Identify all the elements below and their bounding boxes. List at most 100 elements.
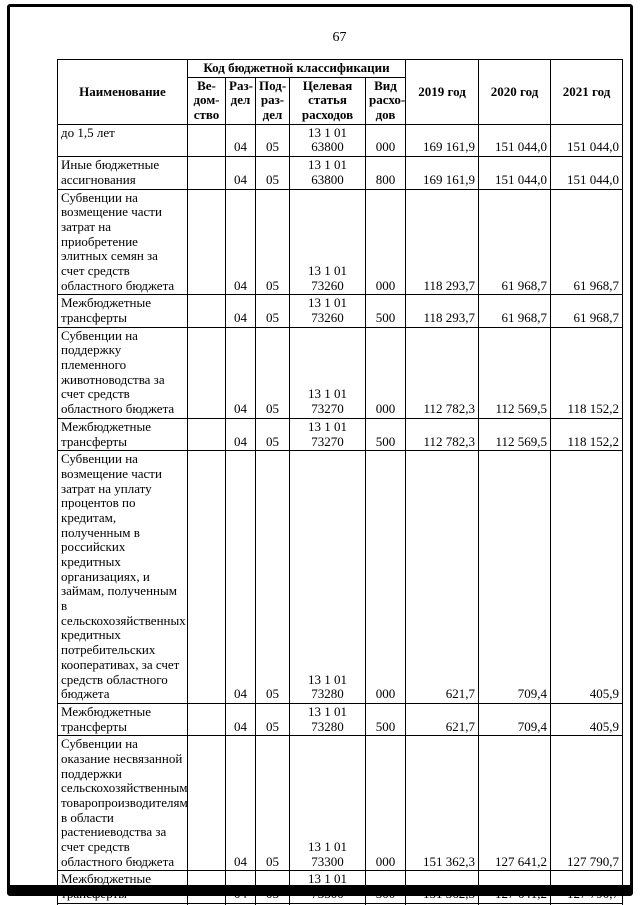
cell-razdel: 04 [225, 417, 256, 452]
col-header-vid-rashodov: Вид расхо- дов [365, 76, 406, 125]
budget-table-body: до 1,5 лет 04 05 13 1 01 63800 000 169 161,9 1… [57, 123, 623, 905]
cell-podrazdel: 05 [255, 294, 290, 328]
cell-amount-2019: 169 161,9 [405, 123, 479, 158]
cell-podrazdel: 05 [255, 735, 290, 872]
cell-target-article: 13 1 01 73280 [289, 450, 366, 704]
cell-amount-2020: 709,4 [478, 702, 551, 737]
cell-vid-rashodov: 000 [365, 188, 406, 296]
cell-amount-2021: 61 968,7 [550, 294, 623, 328]
cell-razdel: 04 [225, 294, 256, 328]
table-row: Иные бюджетные ассигнования 04 05 13 1 01 6… [57, 156, 623, 190]
cell-name: Межбюджетные трансферты [57, 702, 188, 737]
cell-podrazdel: 05 [255, 417, 290, 452]
cell-amount-2019: 118 293,7 [405, 294, 479, 328]
cell-amount-2020: 151 044,0 [478, 156, 551, 190]
cell-amount-2020: 61 968,7 [478, 188, 551, 296]
cell-amount-2021: 405,9 [550, 450, 623, 704]
cell-razdel: 04 [225, 735, 256, 872]
table-row: Субвенции на поддержку племенного животн… [57, 326, 623, 419]
cell-amount-2019: 169 161,9 [405, 156, 479, 190]
cell-name: Межбюджетные трансферты [57, 417, 188, 452]
cell-vid-rashodov: 500 [365, 870, 406, 904]
table-row: Межбюджетные трансферты 04 05 13 1 01 73260… [57, 294, 623, 328]
table-row: Субвенции на возмещение части затрат на … [57, 450, 623, 704]
cell-vid-rashodov: 000 [365, 735, 406, 872]
cell-amount-2019: 151 362,3 [405, 735, 479, 872]
col-header-code-group: Код бюджетной классификации [187, 59, 406, 78]
cell-vid-rashodov: 800 [365, 156, 406, 190]
cell-name: Иные бюджетные ассигнования [57, 156, 188, 190]
cell-vid-rashodov: 000 [365, 123, 406, 158]
cell-amount-2020: 61 968,7 [478, 294, 551, 328]
budget-table: Наименование Код бюджетной классификации… [57, 59, 623, 905]
cell-target-article: 13 1 01 73280 [289, 702, 366, 737]
cell-target-article: 13 1 01 73260 [289, 294, 366, 328]
cell-amount-2020: 112 569,5 [478, 417, 551, 452]
cell-amount-2021: 127 790,7 [550, 735, 623, 872]
cell-amount-2021: 118 152,2 [550, 326, 623, 419]
cell-name: Межбюджетные трансферты [57, 294, 188, 328]
cell-razdel: 04 [225, 326, 256, 419]
cell-razdel: 04 [225, 156, 256, 190]
cell-amount-2019: 118 293,7 [405, 188, 479, 296]
cell-podrazdel: 05 [255, 326, 290, 419]
page-content: 67 Наименование Код бюджетной классифика… [57, 30, 623, 905]
cell-amount-2020: 127 641,2 [478, 735, 551, 872]
cell-amount-2021 [550, 902, 623, 905]
cell-vid-rashodov: 500 [365, 417, 406, 452]
cell-vid-rashodov: 500 [365, 294, 406, 328]
table-row: Межбюджетные трансферты 04 05 13 1 01 73270… [57, 417, 623, 452]
cell-vedomstvo [187, 326, 226, 419]
cell-name: Межбюджетные трансферты [57, 870, 188, 904]
cell-vid-rashodov: 000 [365, 326, 406, 419]
cell-vedomstvo [187, 735, 226, 872]
col-header-year-2019: 2019 год [405, 59, 479, 125]
cell-razdel: 04 [225, 450, 256, 704]
table-row: Субвенции на оказание несвязанной поддер… [57, 735, 623, 872]
cell-amount-2019: 112 782,3 [405, 326, 479, 419]
page-number: 67 [332, 30, 347, 45]
cell-name: Субвенции на возмещение части затрат на … [57, 188, 188, 296]
table-header: Наименование Код бюджетной классификации… [57, 59, 623, 125]
cell-name: до 1,5 лет [57, 123, 188, 158]
cell-vedomstvo [187, 123, 226, 158]
cell-amount-2020: 709,4 [478, 450, 551, 704]
cell-vedomstvo [187, 188, 226, 296]
cell-amount-2021: 405,9 [550, 702, 623, 737]
cell-razdel: 04 [225, 188, 256, 296]
col-header-year-2020: 2020 год [478, 59, 551, 125]
cell-target-article: 13 1 01 63800 [289, 123, 366, 158]
cell-amount-2021: 118 152,2 [550, 417, 623, 452]
table-row: Оказание содействия достижению целевых п… [57, 902, 623, 905]
cell-target-article: 13 1 01 73260 [289, 188, 366, 296]
cell-razdel: 04 [225, 870, 256, 904]
cell-target-article: 13 1 01 73300 [289, 870, 366, 904]
cell-amount-2021: 127 790,7 [550, 870, 623, 904]
table-row: Межбюджетные трансферты 04 05 13 1 01 73300… [57, 870, 623, 904]
cell-target-article: 13 1 01 73300 [289, 735, 366, 872]
cell-vedomstvo [187, 702, 226, 737]
cell-podrazdel: 05 [255, 156, 290, 190]
cell-amount-2019: 112 782,3 [405, 417, 479, 452]
cell-vedomstvo [187, 417, 226, 452]
cell-vedomstvo [187, 450, 226, 704]
cell-amount-2021: 151 044,0 [550, 123, 623, 158]
cell-podrazdel: 05 [255, 702, 290, 737]
cell-podrazdel: 05 [255, 123, 290, 158]
col-header-name: Наименование [57, 59, 188, 125]
cell-vid-rashodov: 500 [365, 702, 406, 737]
cell-podrazdel: 05 [255, 870, 290, 904]
cell-name: Субвенции на оказание несвязанной поддер… [57, 735, 188, 872]
cell-target-article: 13 1 01 73270 [289, 417, 366, 452]
cell-target-article: 13 1 01 73270 [289, 326, 366, 419]
cell-amount-2021: 151 044,0 [550, 156, 623, 190]
cell-amount-2019: 621,7 [405, 450, 479, 704]
cell-amount-2020: 151 044,0 [478, 123, 551, 158]
table-row: Субвенции на возмещение части затрат на … [57, 188, 623, 296]
col-header-razdel: Раз- дел [225, 76, 256, 125]
header-row-1: Наименование Код бюджетной классификации… [57, 59, 623, 125]
cell-target-article: 13 1 01 63800 [289, 156, 366, 190]
cell-name: Субвенции на возмещение части затрат на … [57, 450, 188, 704]
cell-vedomstvo [187, 870, 226, 904]
